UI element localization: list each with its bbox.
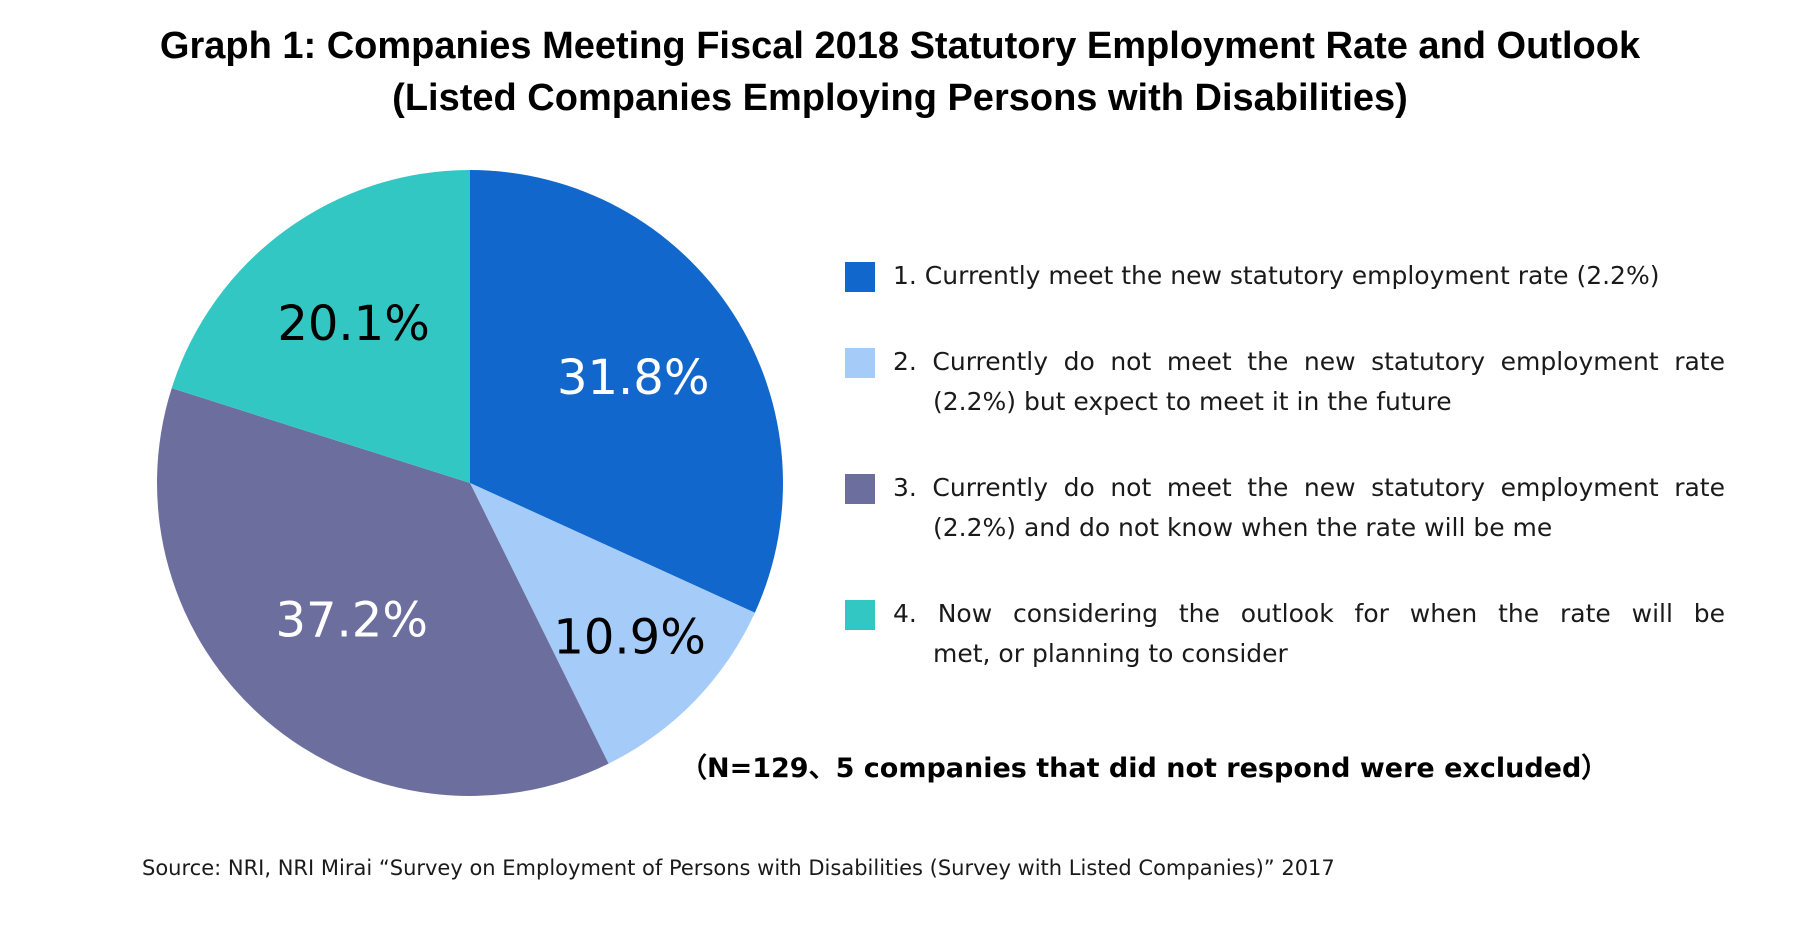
legend-label-line: 2. Currently do not meet the new statuto… (893, 347, 1725, 376)
pie-slice-4 (171, 170, 470, 483)
sample-size-note: （N=129、5 companies that did not respond … (680, 753, 1609, 784)
legend-label-line: 4. Now considering the outlook for when … (893, 599, 1725, 628)
pie-slice-3 (157, 388, 609, 796)
pie-slice-1 (470, 170, 783, 613)
legend-swatch-icon (845, 262, 875, 292)
legend-label-line: (2.2%) but expect to meet it in the futu… (933, 387, 1452, 416)
legend-item-3: 3. Currently do not meet the new statuto… (845, 468, 1729, 548)
source-note: Source: NRI, NRI Mirai “Survey on Employ… (142, 856, 1335, 880)
chart-title-line2: (Listed Companies Employing Persons with… (392, 77, 1408, 119)
pie-chart: 31.8% 10.9% 37.2% 20.1% (157, 170, 783, 796)
pie-slice-label-3: 37.2% (275, 593, 427, 649)
pie-slice-label-1: 31.8% (557, 350, 709, 406)
legend-swatch-icon (845, 348, 875, 378)
pie-slice-label-2: 10.9% (553, 610, 705, 666)
legend-label-2: 2. Currently do not meet the new statuto… (893, 342, 1725, 422)
pie-slice-2 (470, 483, 755, 764)
chart-legend: 1. Currently meet the new statutory empl… (845, 256, 1729, 674)
chart-title: Graph 1: Companies Meeting Fiscal 2018 S… (0, 20, 1800, 124)
legend-label-3: 3. Currently do not meet the new statuto… (893, 468, 1725, 548)
legend-label-1: 1. Currently meet the new statutory empl… (893, 256, 1725, 296)
legend-item-1: 1. Currently meet the new statutory empl… (845, 256, 1729, 296)
legend-label-line: met, or planning to consider (933, 639, 1288, 668)
legend-item-4: 4. Now considering the outlook for when … (845, 594, 1729, 674)
legend-label-line: 1. Currently meet the new statutory empl… (893, 261, 1660, 290)
legend-label-4: 4. Now considering the outlook for when … (893, 594, 1725, 674)
legend-item-2: 2. Currently do not meet the new statuto… (845, 342, 1729, 422)
chart-title-line1: Graph 1: Companies Meeting Fiscal 2018 S… (159, 25, 1641, 67)
legend-label-line: (2.2%) and do not know when the rate wil… (933, 513, 1553, 542)
pie-slice-label-4: 20.1% (277, 296, 429, 352)
legend-swatch-icon (845, 600, 875, 630)
legend-label-line: 3. Currently do not meet the new statuto… (893, 473, 1725, 502)
legend-swatch-icon (845, 474, 875, 504)
